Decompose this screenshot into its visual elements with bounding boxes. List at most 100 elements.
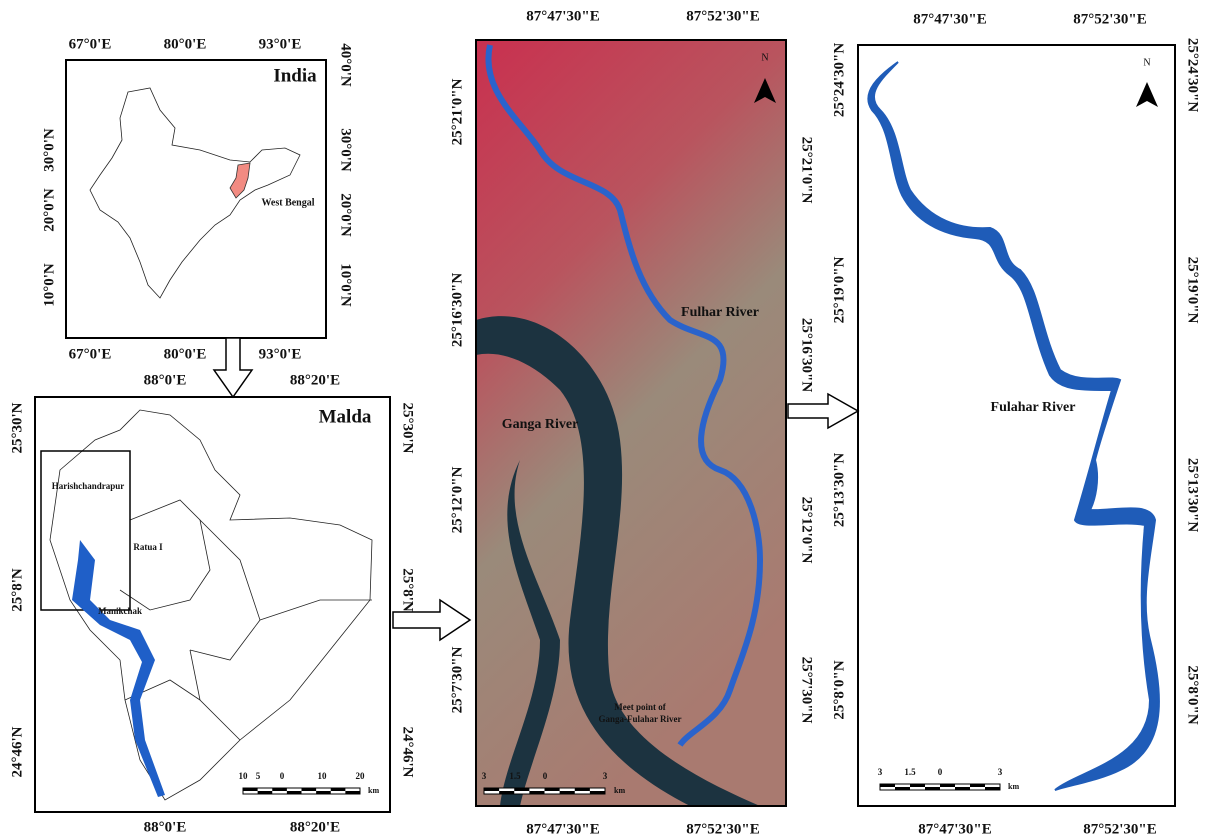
top-coordinate: 93°0'E	[259, 36, 302, 52]
scale-segment	[302, 788, 317, 791]
scale-segment	[243, 788, 258, 791]
right-coordinate: 25°30'N	[400, 403, 416, 454]
scale-label: 1.5	[509, 771, 521, 781]
scale-segment	[880, 784, 895, 787]
scale-segment	[545, 788, 560, 791]
scale-label: 3	[482, 771, 487, 781]
bottom-coordinate: 88°0'E	[144, 819, 187, 835]
scale-segment	[925, 787, 940, 790]
panel-title: India	[273, 65, 317, 86]
bottom-coordinate: 87°52'30"E	[1083, 821, 1157, 837]
left-coordinate: 25°13'30"N	[831, 453, 847, 527]
scale-segment	[272, 788, 287, 791]
place-label: Ganga-Fulahar River	[598, 714, 681, 724]
north-label: N	[761, 52, 768, 63]
right-coordinate: 30°0'N	[338, 128, 354, 172]
scale-segment	[316, 791, 331, 794]
scale-segment	[499, 791, 514, 794]
scale-unit: km	[614, 786, 625, 795]
right-coordinate: 10°0'N	[338, 263, 354, 307]
top-coordinate: 87°47'30"E	[526, 8, 600, 24]
right-coordinate: 25°13'30"N	[1185, 458, 1201, 532]
place-label: Meet point of	[614, 702, 666, 712]
scale-label: 0	[938, 767, 943, 777]
top-coordinate: 87°52'30"E	[1073, 11, 1147, 27]
right-coordinate: 25°21'0"N	[799, 137, 815, 204]
bottom-coordinate: 87°52'30"E	[686, 821, 760, 837]
top-coordinate: 88°20'E	[290, 372, 340, 388]
north-arrow	[1136, 82, 1158, 107]
right-coordinate: 25°16'30"N	[799, 318, 815, 392]
place-label: Fulhar River	[681, 305, 759, 320]
place-label: Ratua I	[133, 542, 163, 552]
scale-label: 3	[998, 767, 1003, 777]
right-coordinate: 25°7'30"N	[799, 657, 815, 724]
left-coordinate: 20°0'N	[41, 188, 57, 232]
scale-segment	[895, 787, 910, 790]
place-label: Ganga River	[502, 417, 579, 432]
bottom-coordinate: 88°20'E	[290, 819, 340, 835]
left-coordinate: 25°8'N	[9, 568, 25, 612]
bottom-coordinate: 87°47'30"E	[526, 821, 600, 837]
right-coordinate: 25°8'N	[400, 568, 416, 612]
scale-label: 0	[543, 771, 548, 781]
left-coordinate: 10°0'N	[41, 263, 57, 307]
left-coordinate: 25°30'N	[9, 402, 25, 453]
panel-title: Malda	[319, 406, 372, 427]
scale-segment	[910, 784, 925, 787]
page: Study area map {"panels": [ {"title": "I…	[0, 0, 1216, 839]
place-label: West Bengal	[261, 197, 314, 208]
bottom-coordinate: 80°0'E	[164, 346, 207, 362]
right-coordinate: 24°46'N	[400, 727, 416, 778]
left-coordinate: 25°21'0"N	[449, 78, 465, 145]
left-coordinate: 30°0'N	[41, 128, 57, 172]
west-bengal	[230, 163, 250, 198]
place-label: Manikchak	[98, 606, 142, 616]
left-coordinate: 25°24'30"N	[831, 43, 847, 117]
scale-label: 3	[878, 767, 883, 777]
scale-segment	[514, 788, 529, 791]
scale-segment	[575, 788, 590, 791]
river-frame	[858, 45, 1175, 806]
top-coordinate: 67°0'E	[69, 36, 112, 52]
scale-segment	[258, 791, 273, 794]
scale-label: 10	[318, 771, 328, 781]
malda-river	[72, 540, 165, 797]
top-coordinate: 88°0'E	[144, 372, 187, 388]
place-label: Harishchandrapur	[52, 481, 125, 491]
scale-segment	[484, 788, 499, 791]
scale-segment	[345, 791, 360, 794]
scale-label: 20	[356, 771, 366, 781]
left-coordinate: 24°46'N	[9, 726, 25, 777]
scale-segment	[955, 787, 970, 790]
scale-segment	[970, 784, 985, 787]
right-coordinate: 25°24'30"N	[1185, 38, 1201, 112]
scale-segment	[560, 791, 575, 794]
scale-segment	[590, 791, 605, 794]
north-label: N	[1143, 57, 1150, 68]
left-coordinate: 25°7'30"N	[449, 646, 465, 713]
scale-unit: km	[1008, 782, 1019, 791]
right-coordinate: 40°0'N	[338, 43, 354, 87]
scale-label: 0	[280, 771, 285, 781]
left-coordinate: 25°16'30"N	[449, 273, 465, 347]
bottom-coordinate: 93°0'E	[259, 346, 302, 362]
scale-segment	[940, 784, 955, 787]
right-coordinate: 20°0'N	[338, 193, 354, 237]
district-boundaries	[50, 410, 372, 800]
left-coordinate: 25°12'0"N	[449, 466, 465, 533]
india-outline	[90, 88, 300, 298]
right-coordinate: 25°12'0"N	[799, 497, 815, 564]
scale-label: 1.5	[904, 767, 916, 777]
right-coordinate: 25°19'0"N	[1185, 257, 1201, 324]
body: 67°0'E80°0'E93°0'E67°0'E80°0'E93°0'E30°0…	[0, 0, 1216, 839]
left-coordinate: 25°19'0"N	[831, 256, 847, 323]
scale-segment	[985, 787, 1000, 790]
top-coordinate: 87°52'30"E	[686, 8, 760, 24]
top-coordinate: 87°47'30"E	[913, 11, 987, 27]
left-coordinate: 25°8'0"N	[831, 660, 847, 719]
scale-label: 10	[239, 771, 249, 781]
place-label: Fulahar River	[991, 400, 1076, 415]
right-coordinate: 25°8'0"N	[1185, 665, 1201, 724]
bottom-coordinate: 67°0'E	[69, 346, 112, 362]
